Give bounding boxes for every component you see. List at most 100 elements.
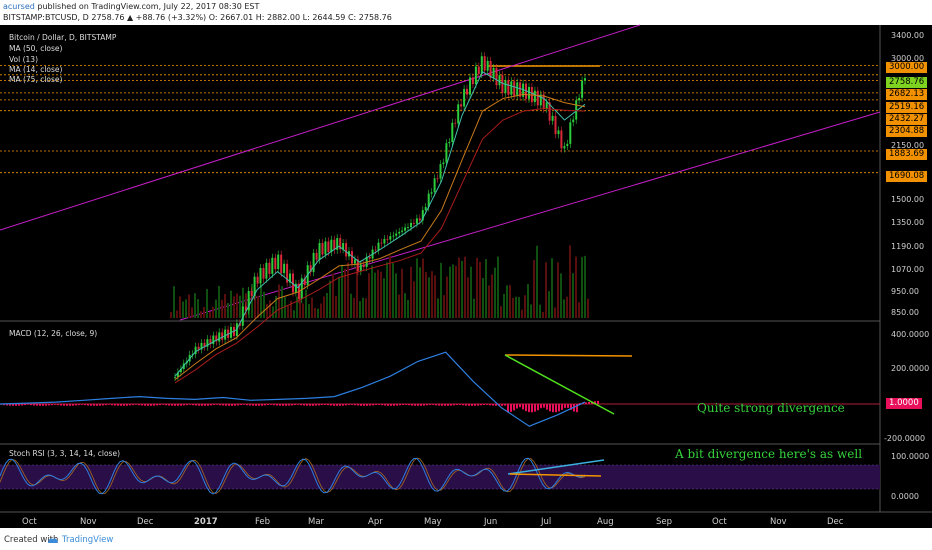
macd-histogram-bar <box>45 404 47 406</box>
volume-bar <box>251 284 253 318</box>
candle-body <box>424 207 427 211</box>
candle-body <box>351 251 353 264</box>
candle-body <box>389 236 392 240</box>
macd-histogram-bar <box>162 404 164 405</box>
candle-body <box>445 143 448 163</box>
macd-histogram-bar <box>549 404 551 412</box>
volume-bar <box>170 312 172 318</box>
macd-histogram-bar <box>129 404 131 406</box>
macd-histogram-bar <box>387 404 389 406</box>
candle-body <box>412 222 415 224</box>
candle-body <box>262 268 265 279</box>
y-tick: 3000.00 <box>891 54 925 63</box>
price-tag: 2304.88 <box>886 126 928 137</box>
channel-upper-line <box>0 24 641 231</box>
macd-histogram-bar <box>99 404 101 406</box>
macd-histogram-bar <box>324 404 326 405</box>
macd-histogram-bar <box>105 404 107 406</box>
volume-bar <box>371 265 373 318</box>
candle-body <box>283 263 286 274</box>
ma-line <box>174 107 586 384</box>
macd-histogram-bar <box>333 404 335 406</box>
macd-histogram-bar <box>540 404 542 409</box>
candle-body <box>277 254 280 270</box>
macd-histogram-bar <box>429 404 431 405</box>
volume-bar <box>581 257 583 318</box>
macd-histogram-bar <box>84 404 86 406</box>
macd-histogram-bar <box>300 404 302 406</box>
candle-body <box>206 339 209 347</box>
macd-histogram-bar <box>537 404 539 411</box>
candle-body <box>410 222 412 228</box>
macd-histogram-bar <box>27 404 29 405</box>
macd-histogram-bar <box>306 404 308 406</box>
tradingview-logo-icon[interactable] <box>46 536 60 547</box>
volume-bar <box>272 306 274 318</box>
macd-histogram-bar <box>141 404 143 406</box>
macd-histogram-bar <box>186 404 188 406</box>
macd-histogram-bar <box>258 404 260 406</box>
volume-bar <box>263 291 265 318</box>
volume-bar <box>533 260 535 318</box>
macd-histogram-bar <box>507 404 509 413</box>
macd-histogram-bar <box>555 404 557 413</box>
volume-bar <box>374 272 376 318</box>
candle-body <box>430 192 433 194</box>
volume-bar <box>584 255 586 318</box>
volume-bar <box>203 307 205 318</box>
volume-bar <box>260 284 262 318</box>
volume-bar <box>209 311 211 318</box>
volume-bar <box>521 309 523 318</box>
channel-lower-line <box>179 111 881 321</box>
author-link[interactable]: acursed <box>3 2 35 11</box>
candle-body <box>280 254 283 274</box>
macd-histogram-bar <box>492 404 494 406</box>
x-tick: Jul <box>541 517 552 527</box>
ma-line <box>174 71 586 377</box>
volume-bar <box>458 257 460 318</box>
volume-bar <box>428 277 430 318</box>
volume-bar <box>434 275 436 318</box>
macd-histogram-bar <box>60 404 62 406</box>
candle-body <box>545 102 548 109</box>
macd-histogram-bar <box>12 404 14 406</box>
volume-bar <box>332 273 334 318</box>
candle-body <box>557 130 560 135</box>
candle-body <box>368 256 371 259</box>
candle-body <box>253 276 256 297</box>
macd-histogram-bar <box>510 404 512 412</box>
macd-histogram-bar <box>318 404 320 406</box>
legend-ma14: MA (14, close) <box>9 65 63 74</box>
macd-histogram-bar <box>267 404 269 405</box>
macd-histogram-bar <box>393 404 395 406</box>
macd-histogram-bar <box>525 404 527 412</box>
macd-annotation: Quite strong divergence <box>697 401 845 415</box>
candle-body <box>572 119 575 123</box>
volume-bar <box>329 280 331 318</box>
macd-histogram-bar <box>561 404 563 410</box>
macd-histogram-bar <box>264 404 266 406</box>
macd-histogram-bar <box>246 404 248 406</box>
volume-bar <box>221 299 223 318</box>
macd-histogram-bar <box>435 404 437 406</box>
candle-body <box>504 80 507 93</box>
tradingview-brand[interactable]: TradingView <box>62 535 114 545</box>
macd-histogram-bar <box>585 402 587 404</box>
macd-histogram-bar <box>207 404 209 406</box>
macd-histogram-bar <box>111 404 113 406</box>
candle-body <box>395 233 398 236</box>
candle-body <box>560 130 563 149</box>
macd-histogram-bar <box>165 404 167 406</box>
macd-histogram-bar <box>216 404 218 405</box>
volume-bar <box>566 296 568 318</box>
x-tick: Jun <box>484 517 498 527</box>
macd-histogram-bar <box>21 404 23 406</box>
volume-bar <box>179 296 181 318</box>
macd-histogram-bar <box>261 404 263 406</box>
legend-ma75: MA (75, close) <box>9 75 63 84</box>
macd-histogram-bar <box>495 404 497 406</box>
y-tick: 850.00 <box>891 308 919 317</box>
candle-body <box>315 252 318 260</box>
volume-bar <box>416 258 418 318</box>
x-tick: 2017 <box>194 517 218 527</box>
